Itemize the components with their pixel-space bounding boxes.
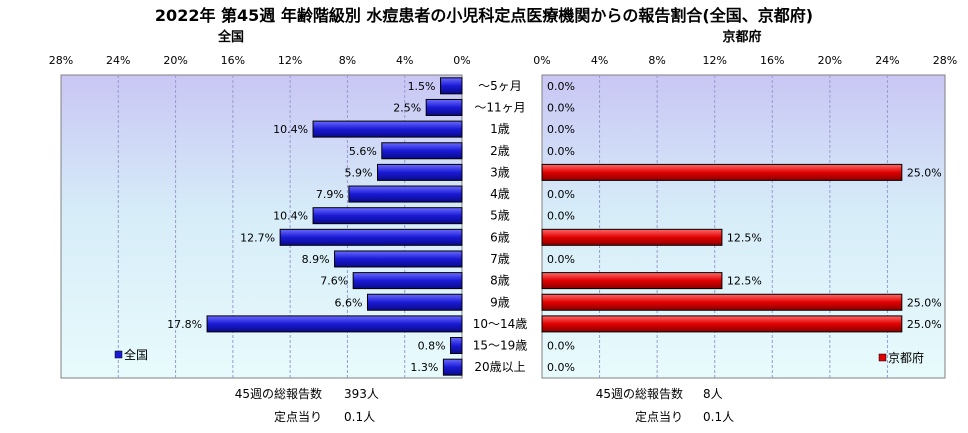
- category-label: 7歳: [490, 252, 510, 266]
- tick-label-right: 8%: [648, 54, 665, 67]
- data-label-kyoto: 12.5%: [727, 275, 762, 288]
- category-label: 15〜19歳: [473, 339, 528, 353]
- summary-value-total-right: 8人: [703, 387, 723, 401]
- data-label-kyoto: 0.0%: [547, 80, 575, 93]
- legend-label-kyoto: 京都府: [888, 350, 924, 365]
- tick-label-right: 28%: [933, 54, 957, 67]
- plot-area-right: [541, 74, 946, 379]
- data-label-kyoto: 0.0%: [547, 253, 575, 266]
- bar-zenkoku: [450, 337, 463, 355]
- legend-label-zenkoku: 全国: [124, 347, 148, 362]
- data-label-zenkoku: 7.6%: [320, 275, 348, 288]
- data-label-zenkoku: 12.7%: [240, 231, 275, 244]
- data-label-kyoto: 0.0%: [547, 210, 575, 223]
- category-label: 20歳以上: [474, 360, 525, 374]
- data-label-zenkoku: 8.9%: [302, 253, 330, 266]
- category-label: 6歳: [490, 230, 510, 244]
- data-label-zenkoku: 1.5%: [408, 80, 436, 93]
- legend-swatch-zenkoku: [114, 350, 123, 359]
- tick-label-left: 24%: [106, 54, 130, 67]
- category-label: 9歳: [490, 295, 510, 309]
- data-label-zenkoku: 1.3%: [410, 361, 438, 374]
- data-label-zenkoku: 2.5%: [393, 101, 421, 114]
- tick-label-left: 28%: [49, 54, 73, 67]
- data-label-zenkoku: 0.8%: [418, 340, 446, 353]
- tick-label-left: 16%: [221, 54, 245, 67]
- category-label: 〜5ヶ月: [478, 79, 522, 93]
- summary-value-total-left: 393人: [344, 387, 379, 401]
- category-label: 〜11ヶ月: [474, 100, 525, 114]
- bar-kyoto: [541, 272, 723, 290]
- data-label-zenkoku: 10.4%: [273, 210, 308, 223]
- bar-zenkoku: [348, 185, 463, 203]
- data-label-kyoto: 25.0%: [907, 166, 942, 179]
- bar-zenkoku: [425, 98, 463, 116]
- panel-title-left: 全国: [217, 29, 244, 45]
- bar-zenkoku: [352, 272, 463, 290]
- data-label-kyoto: 0.0%: [547, 123, 575, 136]
- data-label-kyoto: 0.0%: [547, 188, 575, 201]
- tick-label-left: 4%: [396, 54, 413, 67]
- bar-zenkoku: [442, 358, 463, 376]
- bar-zenkoku: [312, 120, 463, 138]
- tick-label-left: 8%: [339, 54, 356, 67]
- data-label-zenkoku: 5.9%: [345, 166, 373, 179]
- panel-title-right: 京都府: [722, 29, 761, 45]
- bar-zenkoku: [440, 77, 463, 95]
- bar-kyoto: [541, 228, 723, 246]
- category-label: 5歳: [490, 209, 510, 223]
- summary-label-total-right: 45週の総報告数: [596, 386, 683, 401]
- data-label-kyoto: 0.0%: [547, 145, 575, 158]
- data-label-kyoto: 0.0%: [547, 101, 575, 114]
- summary-label-total-left: 45週の総報告数: [235, 386, 322, 401]
- bar-zenkoku: [377, 163, 463, 181]
- summary-label-per-right: 定点当り: [635, 409, 683, 424]
- data-label-zenkoku: 6.6%: [335, 296, 363, 309]
- chart-title: 2022年 第45週 年齢階級別 水痘患者の小児科定点医療機関からの報告割合(全…: [155, 6, 813, 25]
- data-label-zenkoku: 10.4%: [273, 123, 308, 136]
- tick-label-right: 4%: [591, 54, 608, 67]
- bar-kyoto: [541, 315, 903, 333]
- category-label: 4歳: [490, 187, 510, 201]
- data-label-kyoto: 0.0%: [547, 361, 575, 374]
- category-label: 2歳: [490, 144, 510, 158]
- data-label-zenkoku: 17.8%: [167, 318, 202, 331]
- bar-zenkoku: [279, 228, 463, 246]
- tick-label-right: 24%: [875, 54, 899, 67]
- plot-area-left: [60, 74, 463, 379]
- tick-label-left: 0%: [453, 54, 470, 67]
- category-label: 10〜14歳: [473, 317, 528, 331]
- tick-label-right: 16%: [760, 54, 784, 67]
- category-label: 1歳: [490, 122, 510, 136]
- tick-label-left: 12%: [278, 54, 302, 67]
- tick-label-right: 12%: [702, 54, 726, 67]
- summary-label-per-left: 定点当り: [274, 409, 322, 424]
- bar-zenkoku: [334, 250, 463, 268]
- data-label-zenkoku: 7.9%: [316, 188, 344, 201]
- data-label-kyoto: 25.0%: [907, 296, 942, 309]
- tick-label-right: 20%: [818, 54, 842, 67]
- bar-zenkoku: [366, 293, 463, 311]
- data-label-kyoto: 0.0%: [547, 340, 575, 353]
- bar-zenkoku: [312, 207, 463, 225]
- tick-label-right: 0%: [533, 54, 550, 67]
- bar-kyoto: [541, 293, 903, 311]
- data-label-zenkoku: 5.6%: [349, 145, 377, 158]
- tick-label-left: 20%: [163, 54, 187, 67]
- bar-zenkoku: [206, 315, 463, 333]
- legend-swatch-kyoto: [878, 353, 887, 362]
- bar-zenkoku: [381, 142, 463, 160]
- summary-value-per-left: 0.1人: [344, 410, 375, 424]
- bar-kyoto: [541, 163, 903, 181]
- summary-value-per-right: 0.1人: [703, 410, 734, 424]
- category-label: 8歳: [490, 274, 510, 288]
- data-label-kyoto: 25.0%: [907, 318, 942, 331]
- category-label: 3歳: [490, 165, 510, 179]
- data-label-kyoto: 12.5%: [727, 231, 762, 244]
